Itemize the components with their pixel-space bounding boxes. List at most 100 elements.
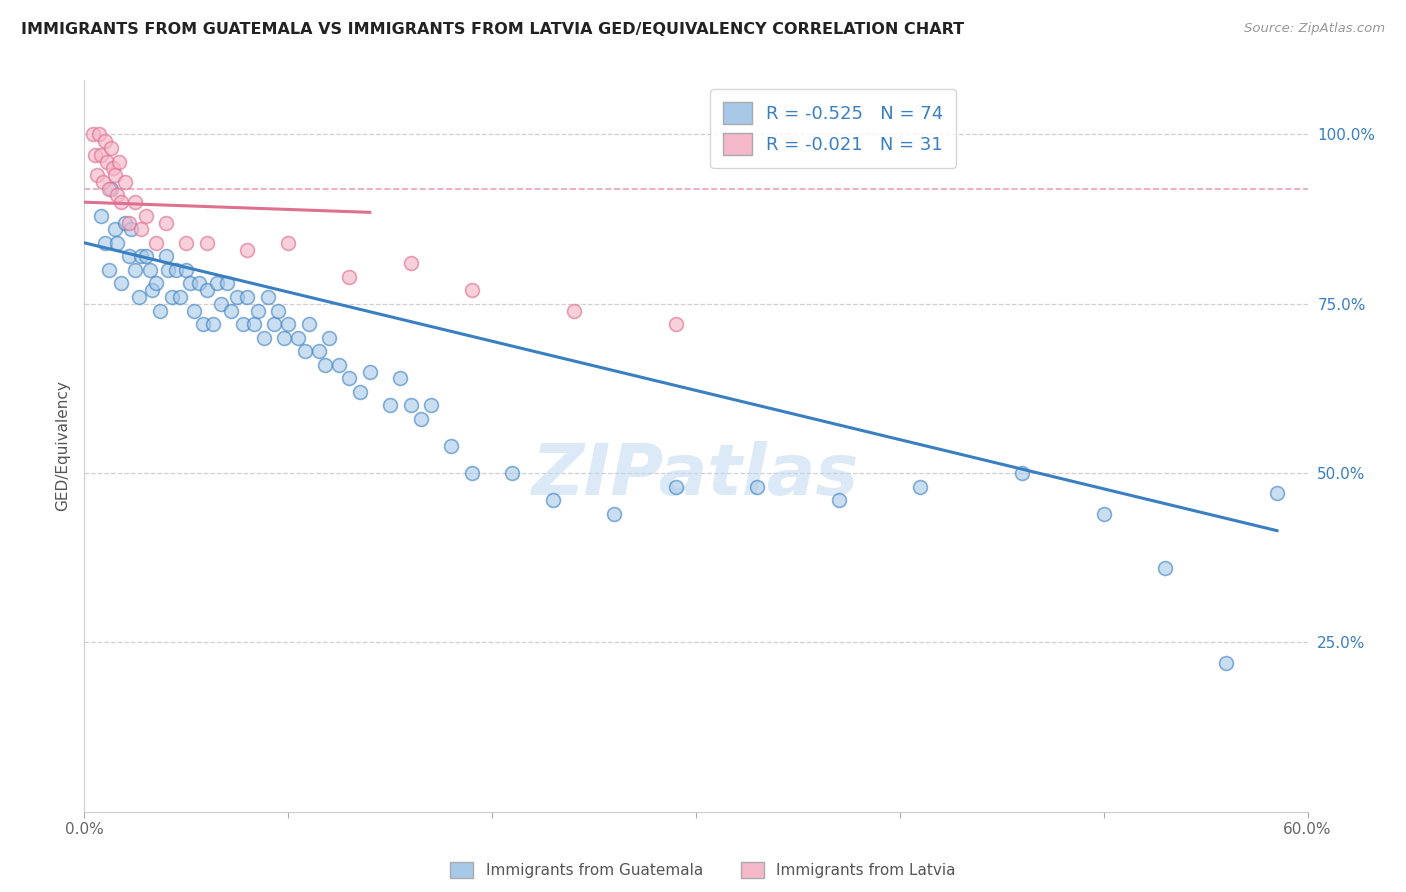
Point xyxy=(135,209,157,223)
Point xyxy=(135,249,157,263)
Point xyxy=(174,263,197,277)
Point xyxy=(664,317,686,331)
Point xyxy=(409,412,432,426)
Point xyxy=(104,222,127,236)
Point xyxy=(105,235,128,250)
Point xyxy=(226,290,249,304)
Point xyxy=(128,290,150,304)
Point xyxy=(389,371,412,385)
Point xyxy=(114,215,136,229)
Point xyxy=(97,263,120,277)
Point xyxy=(118,249,141,263)
Point xyxy=(827,493,849,508)
Point xyxy=(191,317,214,331)
Point xyxy=(87,128,110,142)
Point xyxy=(253,331,276,345)
Point xyxy=(145,277,167,291)
Point xyxy=(339,269,360,284)
Point xyxy=(156,263,179,277)
Point xyxy=(169,290,191,304)
Point xyxy=(328,358,350,372)
Point xyxy=(86,168,108,182)
Point xyxy=(205,277,228,291)
Point xyxy=(298,317,321,331)
Point xyxy=(82,128,104,142)
Point xyxy=(349,384,371,399)
Legend: R = -0.525   N = 74, R = -0.021   N = 31: R = -0.525 N = 74, R = -0.021 N = 31 xyxy=(710,89,956,168)
Text: Source: ZipAtlas.com: Source: ZipAtlas.com xyxy=(1244,22,1385,36)
Point xyxy=(399,256,422,270)
Point xyxy=(242,317,264,331)
Point xyxy=(562,303,585,318)
Point xyxy=(209,297,232,311)
Point xyxy=(195,235,218,250)
Point xyxy=(277,235,299,250)
Point xyxy=(124,195,146,210)
Point xyxy=(179,277,201,291)
Point xyxy=(104,168,127,182)
Point xyxy=(263,317,285,331)
Point xyxy=(155,215,177,229)
Point xyxy=(100,141,122,155)
Point xyxy=(141,283,163,297)
Point xyxy=(93,134,115,148)
Legend: Immigrants from Guatemala, Immigrants from Latvia: Immigrants from Guatemala, Immigrants fr… xyxy=(444,855,962,884)
Point xyxy=(114,175,136,189)
Point xyxy=(318,331,340,345)
Point xyxy=(277,317,299,331)
Point xyxy=(440,439,463,453)
Point xyxy=(501,466,523,480)
Point xyxy=(461,283,484,297)
Point xyxy=(908,480,931,494)
Point xyxy=(308,344,330,359)
Point xyxy=(160,290,183,304)
Point xyxy=(187,277,209,291)
Point xyxy=(1265,486,1288,500)
Point xyxy=(1215,656,1237,670)
Point xyxy=(149,303,172,318)
Point xyxy=(273,331,295,345)
Point xyxy=(267,303,290,318)
Point xyxy=(93,235,115,250)
Point xyxy=(110,195,132,210)
Point xyxy=(236,243,259,257)
Point xyxy=(399,398,422,412)
Point xyxy=(294,344,316,359)
Point xyxy=(257,290,280,304)
Point xyxy=(174,235,197,250)
Point xyxy=(461,466,484,480)
Point xyxy=(201,317,224,331)
Point xyxy=(90,148,112,162)
Point xyxy=(110,277,132,291)
Point xyxy=(287,331,309,345)
Point xyxy=(217,277,239,291)
Point xyxy=(101,161,124,176)
Point xyxy=(339,371,360,385)
Point xyxy=(155,249,177,263)
Point xyxy=(91,175,114,189)
Point xyxy=(420,398,443,412)
Point xyxy=(359,364,381,378)
Point xyxy=(118,215,141,229)
Point xyxy=(124,263,146,277)
Point xyxy=(603,507,626,521)
Point xyxy=(1092,507,1115,521)
Point xyxy=(131,249,153,263)
Point xyxy=(314,358,336,372)
Point xyxy=(664,480,686,494)
Point xyxy=(380,398,402,412)
Point xyxy=(219,303,242,318)
Point xyxy=(1011,466,1033,480)
Point xyxy=(100,181,122,195)
Point xyxy=(131,222,153,236)
Point xyxy=(236,290,259,304)
Point xyxy=(232,317,254,331)
Point xyxy=(97,181,120,195)
Point xyxy=(90,209,112,223)
Text: ZIPatlas: ZIPatlas xyxy=(533,441,859,509)
Point xyxy=(145,235,167,250)
Point xyxy=(183,303,205,318)
Point xyxy=(1153,561,1175,575)
Point xyxy=(747,480,769,494)
Text: IMMIGRANTS FROM GUATEMALA VS IMMIGRANTS FROM LATVIA GED/EQUIVALENCY CORRELATION : IMMIGRANTS FROM GUATEMALA VS IMMIGRANTS … xyxy=(21,22,965,37)
